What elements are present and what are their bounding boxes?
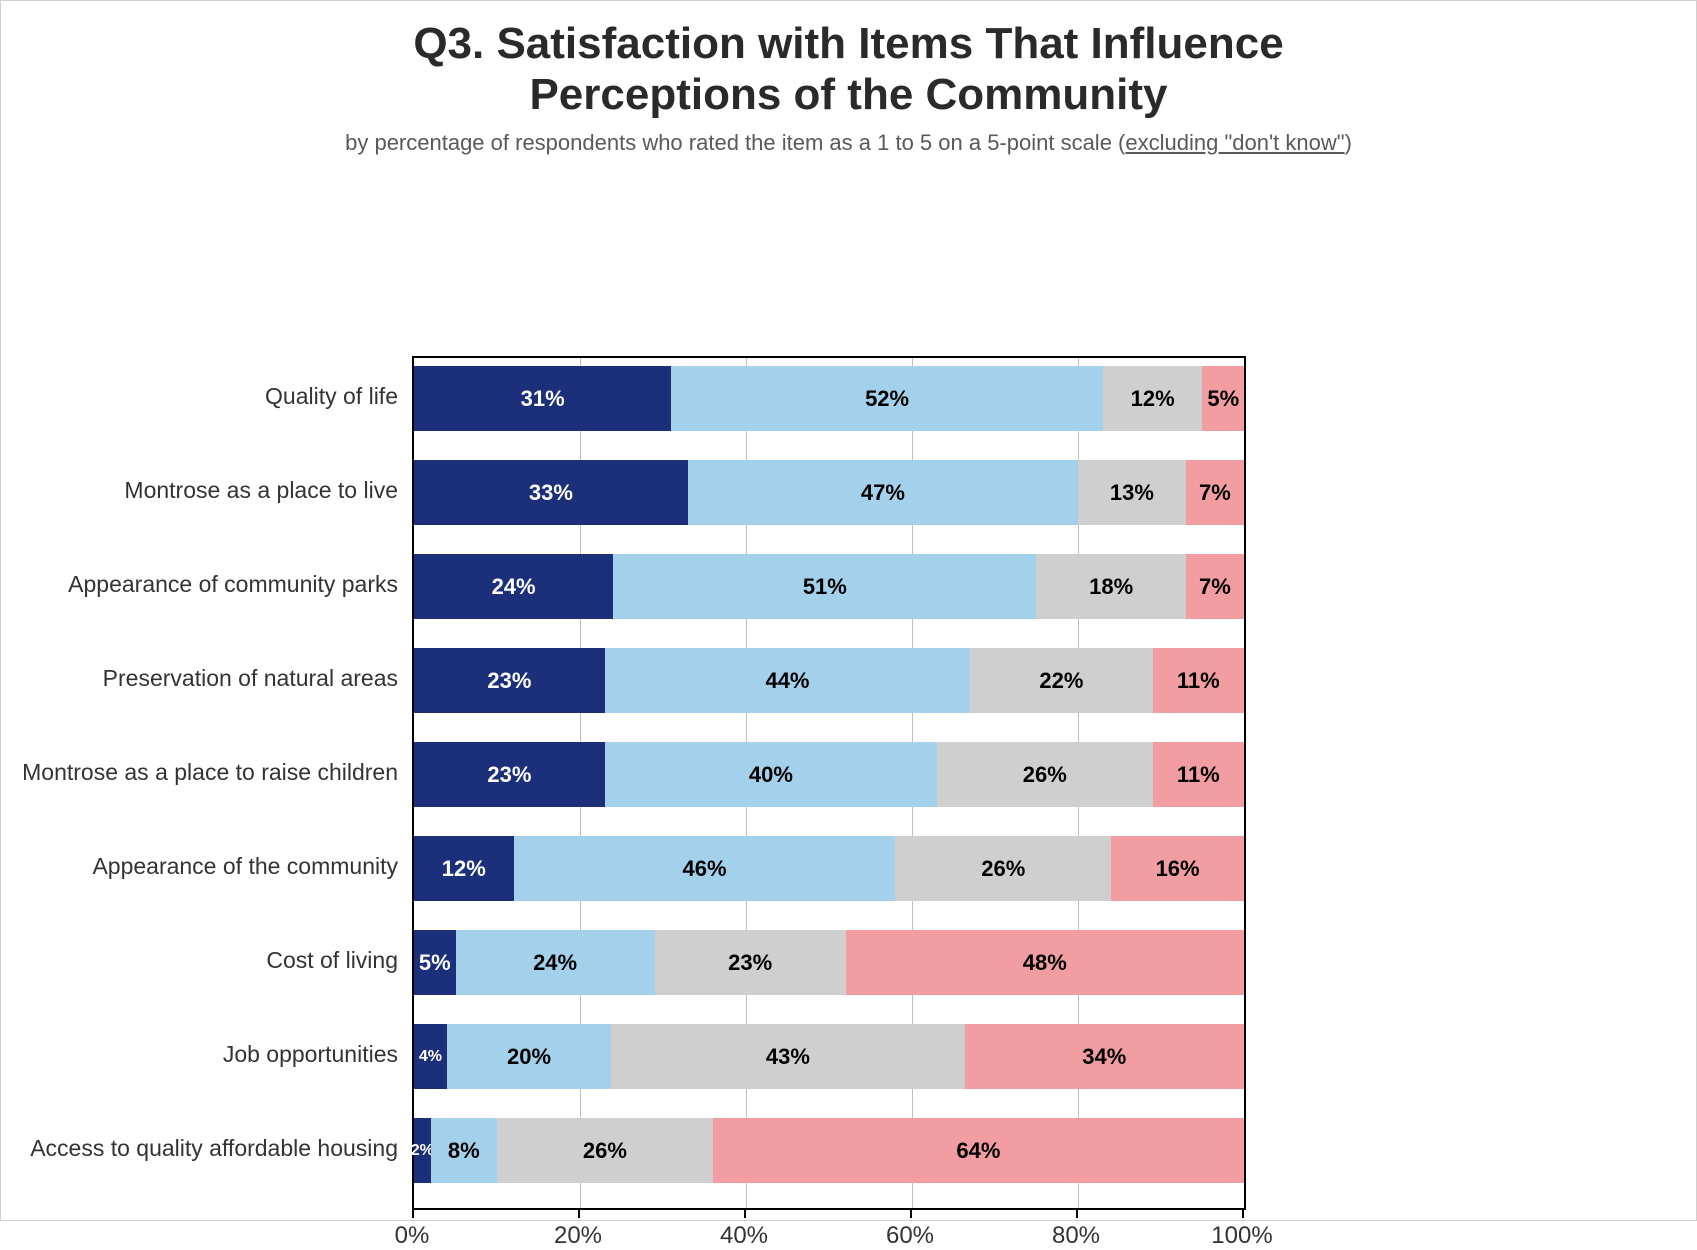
bar-segment: 23% (655, 930, 846, 995)
y-axis-label: Quality of life (265, 364, 398, 429)
chart-title: Q3. Satisfaction with Items That Influen… (1, 19, 1696, 120)
x-tick-mark (578, 1208, 580, 1218)
bar-segment: 44% (605, 648, 970, 713)
x-tick-mark (744, 1208, 746, 1218)
bar-segment: 7% (1186, 460, 1244, 525)
bar-segment: 46% (514, 836, 896, 901)
bar-row: 5%24%23%48% (414, 930, 1244, 995)
bar-segment: 23% (414, 648, 605, 713)
bar-segment: 64% (713, 1118, 1244, 1183)
y-axis-label: Access to quality affordable housing (30, 1116, 398, 1181)
x-tick-label: 80% (1052, 1222, 1100, 1250)
y-axis-label: Montrose as a place to raise children (22, 740, 398, 805)
bar-segment: 8% (431, 1118, 497, 1183)
x-tick-label: 100% (1211, 1222, 1272, 1250)
bar-row: 24%51%18%7% (414, 554, 1244, 619)
bar-segment: 47% (688, 460, 1078, 525)
chart-subtitle-underlined: excluding "don't know" (1125, 130, 1344, 155)
bar-segment: 11% (1153, 742, 1244, 807)
bar-row: 23%40%26%11% (414, 742, 1244, 807)
bar-segment: 48% (846, 930, 1244, 995)
y-axis-label: Job opportunities (223, 1022, 398, 1087)
page: Q3. Satisfaction with Items That Influen… (0, 0, 1697, 1221)
bar-segment: 12% (414, 836, 514, 901)
y-axis-label: Appearance of community parks (68, 552, 398, 617)
bar-row: 12%46%26%16% (414, 836, 1244, 901)
bar-segment: 26% (937, 742, 1153, 807)
bar-segment: 43% (611, 1024, 964, 1089)
bar-segment: 34% (965, 1024, 1244, 1089)
bar-segment: 2% (414, 1118, 431, 1183)
bar-segment: 12% (1103, 366, 1203, 431)
bar-segment: 7% (1186, 554, 1244, 619)
x-tick-label: 60% (886, 1222, 934, 1250)
bar-segment: 16% (1111, 836, 1244, 901)
bar-segment: 33% (414, 460, 688, 525)
chart-subtitle-prefix: by percentage of respondents who rated t… (345, 130, 1125, 155)
x-tick-label: 20% (554, 1222, 602, 1250)
bar-segment: 22% (970, 648, 1153, 713)
bar-row: 4%20%43%34% (414, 1024, 1244, 1089)
bar-segment: 11% (1153, 648, 1244, 713)
bar-segment: 51% (613, 554, 1036, 619)
x-tick-mark (1242, 1208, 1244, 1218)
x-tick-mark (910, 1208, 912, 1218)
chart-subtitle: by percentage of respondents who rated t… (1, 130, 1696, 156)
bar-segment: 23% (414, 742, 605, 807)
bar-segment: 40% (605, 742, 937, 807)
y-axis-label: Appearance of the community (92, 834, 398, 899)
chart-title-line2: Perceptions of the Community (529, 70, 1167, 119)
bar-row: 23%44%22%11% (414, 648, 1244, 713)
bar-segment: 31% (414, 366, 671, 431)
bar-segment: 52% (671, 366, 1103, 431)
bar-segment: 5% (1202, 366, 1244, 431)
bar-row: 31%52%12%5% (414, 366, 1244, 431)
bar-segment: 18% (1036, 554, 1185, 619)
bar-segment: 20% (447, 1024, 611, 1089)
x-tick-label: 40% (720, 1222, 768, 1250)
bar-row: 2%8%26%64% (414, 1118, 1244, 1183)
x-tick-mark (412, 1208, 414, 1218)
chart-title-line1: Q3. Satisfaction with Items That Influen… (413, 19, 1283, 68)
bar-segment: 26% (895, 836, 1111, 901)
plot-area: 31%52%12%5%33%47%13%7%24%51%18%7%23%44%2… (412, 356, 1246, 1210)
y-axis-label: Montrose as a place to live (124, 458, 398, 523)
bar-segment: 5% (414, 930, 456, 995)
chart-subtitle-suffix: ) (1345, 130, 1352, 155)
x-tick-mark (1076, 1208, 1078, 1218)
bar-segment: 24% (456, 930, 655, 995)
bar-row: 33%47%13%7% (414, 460, 1244, 525)
bar-segment: 13% (1078, 460, 1186, 525)
bar-segment: 24% (414, 554, 613, 619)
x-tick-label: 0% (395, 1222, 430, 1250)
bar-segment: 26% (497, 1118, 713, 1183)
bar-segment: 4% (414, 1024, 447, 1089)
y-axis-label: Preservation of natural areas (103, 646, 398, 711)
y-axis-label: Cost of living (266, 928, 398, 993)
